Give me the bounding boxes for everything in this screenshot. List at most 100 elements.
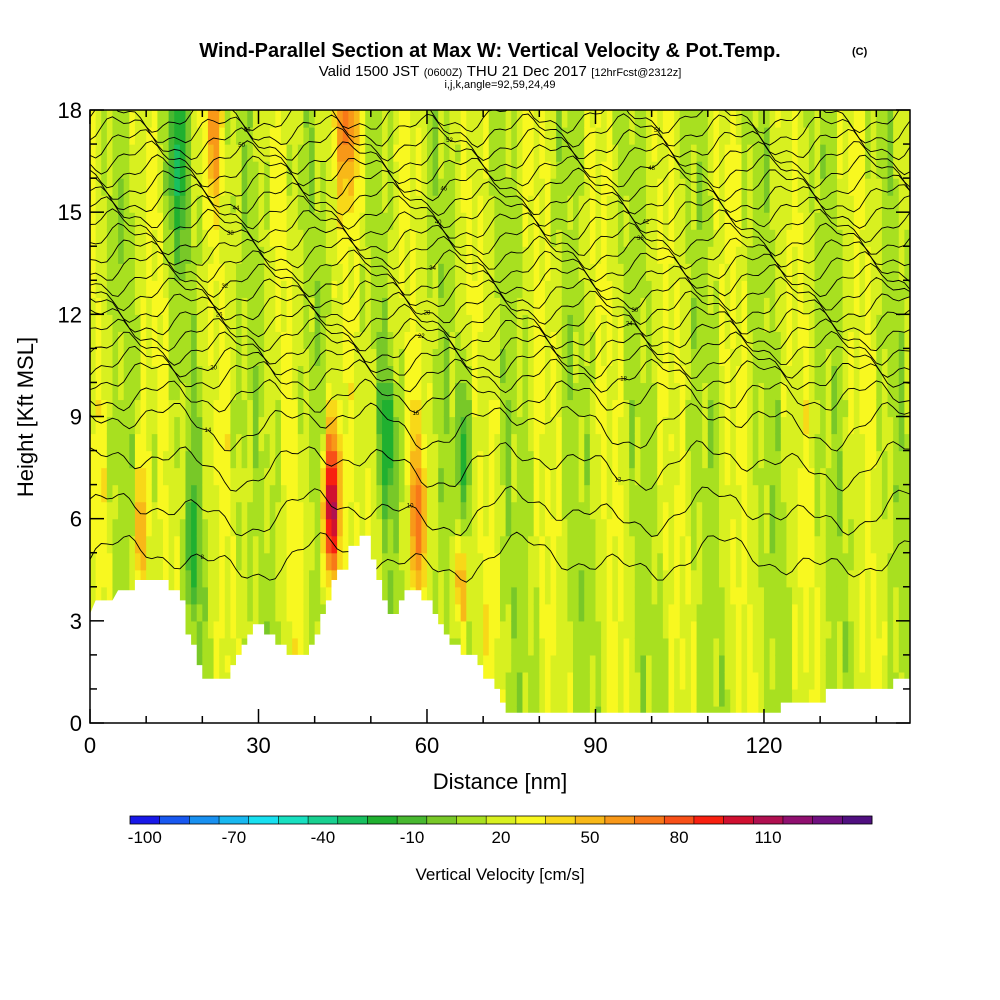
velocity-cell <box>730 229 737 247</box>
velocity-cell <box>690 450 698 469</box>
velocity-cell <box>157 263 164 281</box>
velocity-cell <box>679 603 686 622</box>
velocity-cell <box>471 195 479 213</box>
velocity-cell <box>606 535 613 554</box>
velocity-cell <box>258 382 265 401</box>
velocity-cell <box>629 416 636 435</box>
velocity-cell <box>309 229 316 247</box>
velocity-cell <box>331 178 338 196</box>
velocity-cell <box>376 144 383 162</box>
velocity-cell <box>101 212 108 230</box>
velocity-cell <box>146 467 153 486</box>
velocity-cell <box>595 671 602 690</box>
velocity-cell <box>432 603 439 622</box>
velocity-cell <box>601 331 608 349</box>
velocity-cell <box>814 399 821 418</box>
velocity-cell <box>264 416 271 435</box>
velocity-cell <box>786 212 793 230</box>
velocity-cell <box>297 161 305 179</box>
velocity-cell <box>286 586 293 605</box>
velocity-cell <box>280 518 288 537</box>
velocity-cell <box>230 569 237 588</box>
velocity-cell <box>707 331 715 349</box>
velocity-cell <box>544 127 552 145</box>
velocity-cell <box>629 569 636 588</box>
velocity-cell <box>544 671 552 690</box>
velocity-cell <box>724 280 731 298</box>
velocity-cell <box>449 552 456 571</box>
velocity-cell <box>303 382 310 401</box>
velocity-cell <box>690 603 698 622</box>
velocity-cell <box>612 280 619 298</box>
velocity-cell <box>219 484 226 503</box>
velocity-cell <box>803 161 810 179</box>
velocity-cell <box>539 331 546 349</box>
velocity-cell <box>494 382 501 401</box>
velocity-cell <box>617 246 625 264</box>
velocity-cell <box>707 263 715 281</box>
velocity-cell <box>516 484 524 503</box>
velocity-cell <box>853 569 861 588</box>
velocity-cell <box>320 212 327 230</box>
velocity-cell <box>769 416 776 435</box>
velocity-cell <box>780 535 788 554</box>
velocity-cell <box>662 518 670 537</box>
velocity-cell <box>449 586 456 605</box>
velocity-cell <box>415 416 422 435</box>
velocity-cell <box>763 552 771 571</box>
velocity-cell <box>101 110 108 128</box>
velocity-cell <box>224 365 232 384</box>
velocity-cell <box>792 246 799 264</box>
velocity-cell <box>342 127 349 145</box>
velocity-cell <box>820 637 827 656</box>
velocity-cell <box>398 280 406 298</box>
velocity-cell <box>163 365 170 384</box>
velocity-cell <box>129 348 136 367</box>
velocity-cell <box>320 144 327 162</box>
velocity-cell <box>443 518 451 537</box>
velocity-cell <box>134 297 142 315</box>
velocity-cell <box>668 620 675 639</box>
velocity-cell <box>398 127 406 145</box>
velocity-cell <box>297 416 305 435</box>
velocity-cell <box>382 229 389 247</box>
velocity-cell <box>365 365 372 384</box>
velocity-cell <box>544 365 552 384</box>
velocity-cell <box>797 263 804 281</box>
velocity-cell <box>112 382 119 401</box>
velocity-cell <box>269 484 276 503</box>
velocity-cell <box>612 212 619 230</box>
velocity-cell <box>185 399 192 418</box>
velocity-cell <box>264 246 271 264</box>
velocity-cell <box>831 110 838 128</box>
velocity-cell <box>831 603 838 622</box>
velocity-cell <box>752 501 759 520</box>
velocity-cell <box>95 161 102 179</box>
velocity-cell <box>348 195 355 213</box>
velocity-cell <box>848 654 855 673</box>
velocity-cell <box>112 467 119 486</box>
velocity-cell <box>550 127 557 145</box>
velocity-cell <box>561 535 568 554</box>
velocity-cell <box>134 518 142 537</box>
velocity-cell <box>730 297 737 315</box>
velocity-cell <box>219 586 226 605</box>
velocity-cell <box>719 586 726 605</box>
velocity-cell <box>398 331 406 349</box>
velocity-cell <box>421 127 428 145</box>
velocity-cell <box>297 586 305 605</box>
velocity-cell <box>286 484 293 503</box>
velocity-cell <box>741 518 748 537</box>
velocity-cell <box>118 280 125 298</box>
velocity-cell <box>690 110 698 128</box>
velocity-cell <box>398 484 406 503</box>
velocity-cell <box>511 212 518 230</box>
velocity-cell <box>365 195 372 213</box>
velocity-cell <box>831 195 838 213</box>
velocity-cell <box>140 195 147 213</box>
velocity-cell <box>758 297 765 315</box>
velocity-cell <box>90 195 97 213</box>
velocity-cell <box>292 535 299 554</box>
velocity-cell <box>112 161 119 179</box>
velocity-cell <box>303 501 310 520</box>
